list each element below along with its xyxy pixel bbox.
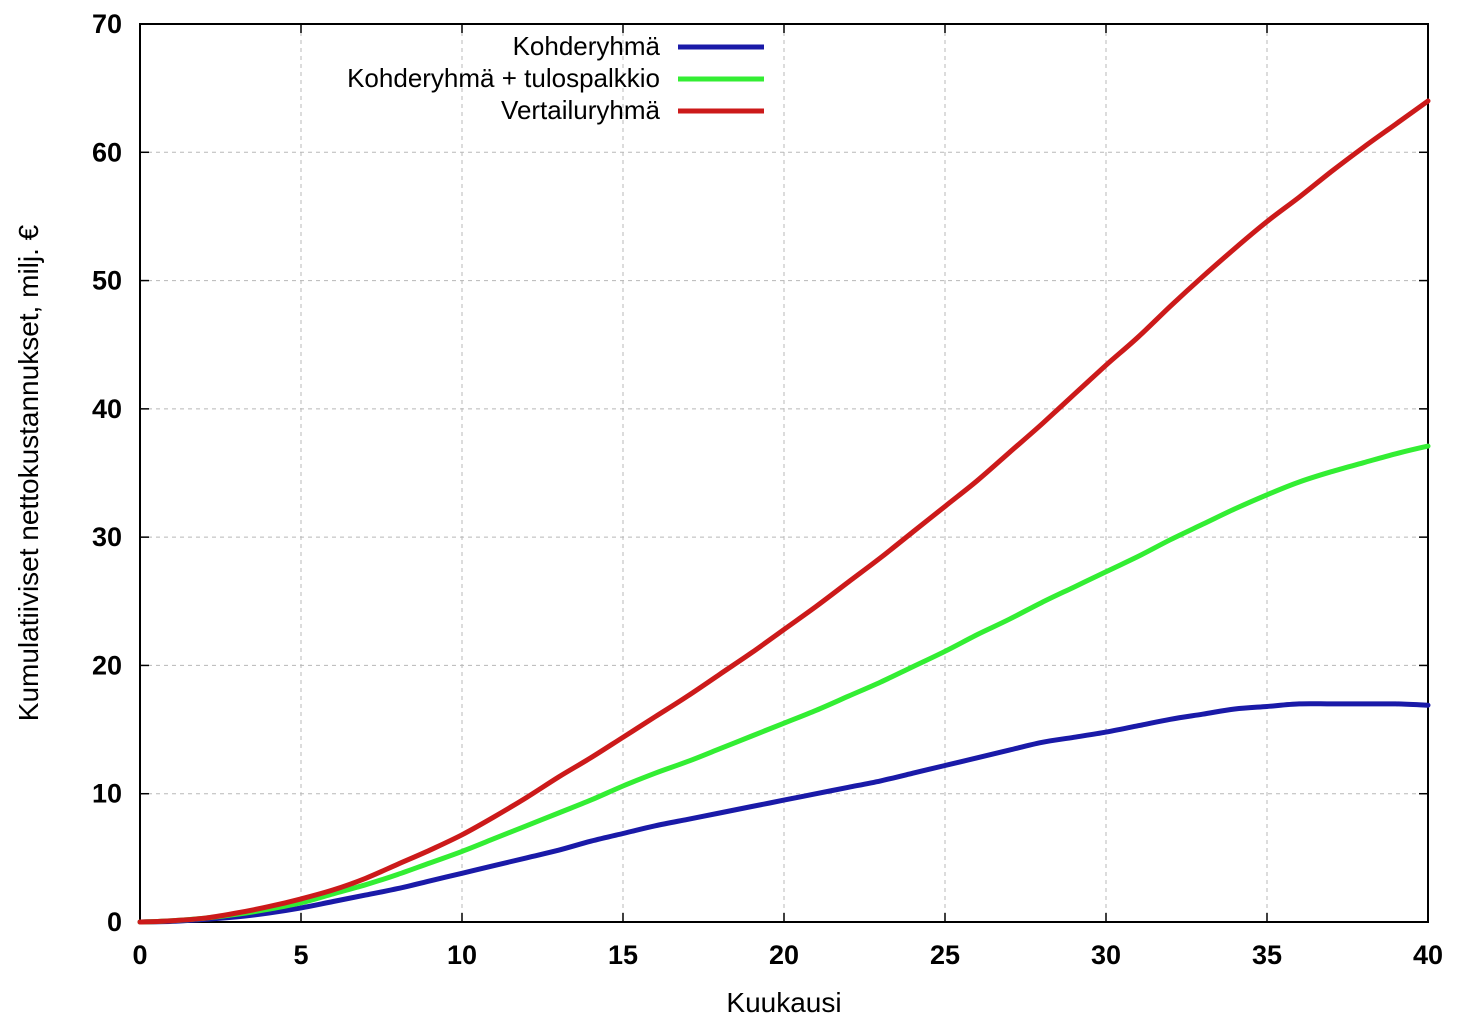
y-tick-label: 40	[92, 394, 122, 424]
x-tick-label: 30	[1091, 940, 1121, 970]
legend-label-vertailuryhma: Vertailuryhmä	[501, 95, 660, 125]
y-tick-label: 0	[107, 907, 122, 937]
series-line-vertailuryhma	[137, 98, 1431, 925]
x-tick-label: 40	[1413, 940, 1443, 970]
y-tick-label: 50	[92, 266, 122, 296]
y-tick-label: 10	[92, 779, 122, 809]
x-axis-tick-labels: 0 5 10 15 20 25 30 35 40	[132, 940, 1443, 970]
y-axis-title: Kumulatiiviset nettokustannukset, milj. …	[13, 224, 44, 721]
legend-label-kohderyhma: Kohderyhmä	[513, 31, 661, 61]
x-tick-label: 25	[930, 940, 960, 970]
legend: Kohderyhmä Kohderyhmä + tulospalkkio Ver…	[347, 31, 764, 125]
y-tick-label: 30	[92, 522, 122, 552]
y-tick-label: 20	[92, 650, 122, 680]
legend-label-kohderyhma-tulospalkkio: Kohderyhmä + tulospalkkio	[347, 63, 660, 93]
x-tick-label: 10	[447, 940, 477, 970]
series-lines	[137, 98, 1431, 925]
y-tick-label: 70	[92, 9, 122, 39]
grid-lines	[140, 24, 1428, 922]
axis-ticks	[139, 23, 1429, 923]
x-tick-label: 20	[769, 940, 799, 970]
x-axis-title: Kuukausi	[726, 987, 841, 1018]
series-line-kohderyhma	[137, 701, 1431, 925]
x-tick-label: 35	[1252, 940, 1282, 970]
x-tick-label: 5	[293, 940, 308, 970]
y-axis-tick-labels: 0 10 20 30 40 50 60 70	[92, 9, 122, 937]
series-line-kohderyhma-tulospalkkio	[137, 443, 1431, 925]
y-tick-label: 60	[92, 137, 122, 167]
x-tick-label: 15	[608, 940, 638, 970]
x-tick-label: 0	[132, 940, 147, 970]
